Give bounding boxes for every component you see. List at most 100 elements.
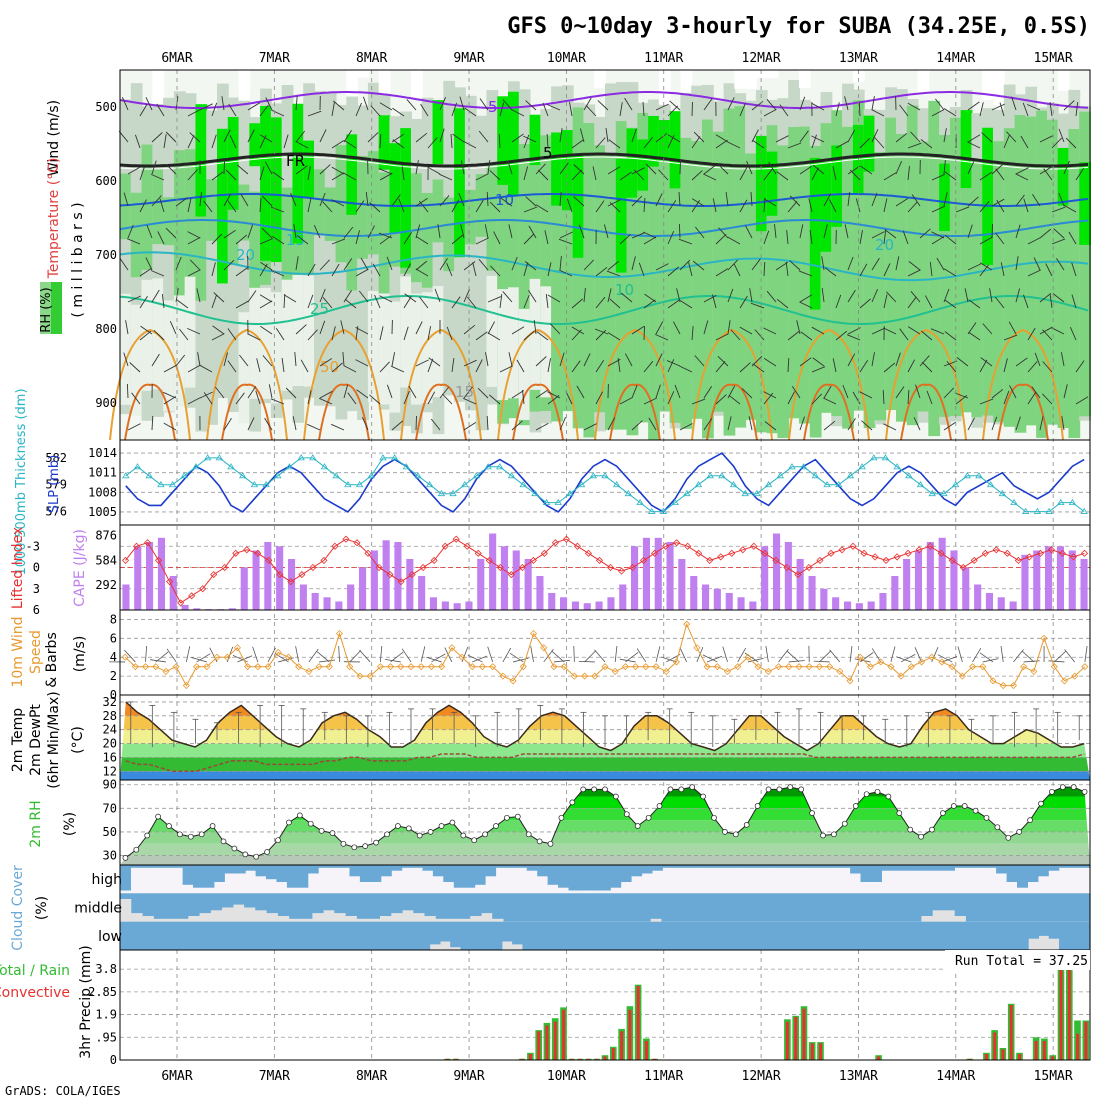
wind-barb (272, 171, 285, 181)
tick-label: 584 (95, 553, 117, 567)
cloud-bar (512, 921, 523, 945)
cloud-label: Cloud Cover (10, 865, 26, 951)
wind-barb (715, 139, 728, 149)
rh-marker (613, 793, 619, 800)
wind-barb-10m (849, 646, 853, 662)
rh-marker (395, 823, 401, 829)
wind-barb (418, 200, 429, 213)
cloud-bar (1079, 865, 1091, 868)
warm-contour (512, 383, 564, 441)
rh-label: RH (%) (39, 287, 54, 332)
cloud-bar (367, 921, 379, 950)
wind-barb (1003, 334, 1018, 341)
cloud-bar (1078, 893, 1091, 922)
thickness-marker (215, 454, 224, 461)
wind-barb (943, 360, 958, 367)
cape-bar (903, 559, 911, 610)
wind-barb (655, 384, 661, 399)
cloud-bar (495, 865, 507, 868)
rh-marker (929, 826, 935, 833)
cloud-bar (683, 865, 695, 868)
wind-barb (785, 262, 789, 277)
wind-barb (925, 295, 933, 309)
wind-barb (907, 326, 921, 335)
wind-barb (189, 132, 201, 143)
cloud-bar (787, 865, 799, 868)
cape-bar (146, 542, 154, 610)
warm-contour (221, 383, 273, 441)
wind-barb (460, 224, 465, 239)
rh-marker (329, 830, 336, 836)
cloud-bar (954, 865, 966, 868)
cape-bar (228, 608, 236, 610)
wind-barb (739, 326, 753, 335)
cape-bar (394, 542, 402, 610)
li-marker (463, 542, 471, 550)
cloud-bar (276, 865, 288, 882)
cloud-bar (714, 865, 726, 868)
cloud-bar (1056, 893, 1069, 922)
wind-barb (129, 362, 141, 373)
cloud-bar (469, 893, 482, 916)
li-marker (595, 556, 604, 564)
wind-barb-10m (819, 650, 832, 663)
li-marker (276, 571, 284, 579)
cape-bar (832, 597, 840, 611)
precip-conv-bar (578, 1058, 582, 1060)
wind-barb (717, 163, 729, 175)
wind-barb (751, 258, 761, 271)
wind-barb (511, 326, 525, 335)
wind-barb (460, 160, 465, 175)
wind-barb (355, 102, 362, 117)
wind-barb (542, 102, 549, 117)
cloud-bar (439, 921, 451, 942)
wind-barb (832, 166, 837, 181)
date-label-bottom: 14MAR (936, 1069, 975, 1084)
wind-barb (559, 191, 562, 207)
wind-barb (727, 259, 739, 271)
tick-label: 30 (103, 849, 117, 863)
cloud-bar (902, 865, 914, 871)
wind-barb (859, 263, 868, 277)
contour-label: 15 (455, 383, 474, 401)
date-label-bottom: 10MAR (547, 1069, 586, 1084)
wind-barb (644, 293, 657, 303)
li-marker (441, 542, 449, 550)
precip-conv-bar (553, 1021, 557, 1060)
cape-bar (607, 597, 615, 611)
wind-barb (995, 232, 1005, 245)
wind-speed-marker (499, 672, 507, 680)
tick-label: 2.85 (88, 985, 117, 999)
run-total: Run Total = 37.25 (955, 954, 1088, 969)
wind-barb-10m (426, 656, 442, 663)
wind-barb-10m (957, 646, 963, 663)
wind-barb-10m (316, 651, 330, 663)
wind-barb (340, 320, 345, 335)
wind-barb (921, 330, 933, 341)
wind-barb (871, 289, 879, 303)
cape-bar (1021, 554, 1029, 611)
wind-barb (943, 268, 957, 277)
wind-speed-marker (141, 663, 150, 671)
wind-barb (715, 394, 727, 405)
wind-barb (121, 97, 129, 111)
cape-bar (571, 601, 579, 610)
wind-speed-marker (999, 681, 1007, 690)
wind-barb (967, 263, 981, 271)
cape-bar (962, 567, 970, 610)
wind-barb (1027, 327, 1036, 341)
wind-barb (179, 328, 189, 341)
wind-barb (261, 195, 273, 207)
wind-barb (499, 365, 513, 373)
wind-barb (907, 359, 915, 373)
wind-barb (717, 355, 729, 367)
wind-barb (343, 258, 353, 271)
wind-speed-marker (611, 667, 619, 675)
wind-barb (1075, 396, 1089, 405)
wind-barb (293, 224, 297, 239)
wind-barb-10m (166, 648, 177, 663)
wind-barb (849, 169, 861, 181)
wind-barb (763, 392, 774, 405)
cloud-bar (568, 865, 580, 891)
thickness-marker (566, 489, 574, 497)
